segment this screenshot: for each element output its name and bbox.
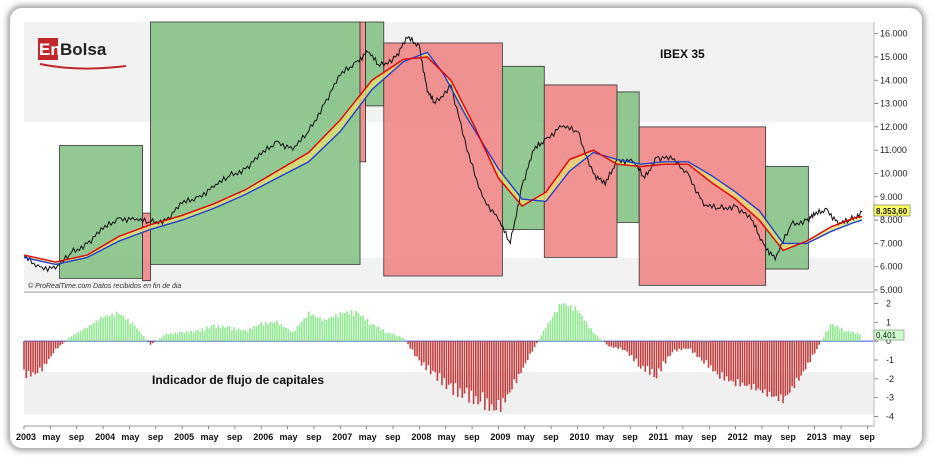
last-value-label: 8.353,60 — [876, 207, 908, 216]
price-ytick-label: 13.000 — [880, 99, 908, 109]
xtick-label: 2008 — [411, 432, 431, 442]
zone-bear-7 — [543, 84, 618, 258]
price-series-line — [23, 35, 863, 273]
price-ytick-label: 16.000 — [880, 29, 908, 39]
xtick-label: may — [42, 432, 60, 442]
xtick-label: may — [438, 432, 456, 442]
ind-ytick-label: -4 — [886, 412, 894, 422]
ind-ytick-label: -1 — [886, 355, 894, 365]
zone-bull-8 — [616, 91, 640, 223]
indicator-value-label: 0,401 — [876, 331, 897, 340]
price-ytick-label: 11.000 — [880, 145, 907, 155]
xtick-label: may — [596, 432, 614, 442]
zone-bull-0 — [59, 145, 144, 279]
xtick-label: sep — [306, 432, 322, 442]
chart-title: IBEX 35 — [660, 47, 705, 61]
xtick-label: sep — [464, 432, 480, 442]
xtick-label: 2006 — [253, 432, 273, 442]
x-axis: 2003 may sep 2004 may sep 2005 may sep 2006 may sep… — [16, 426, 875, 442]
price-ytick-label: 10.000 — [880, 168, 908, 178]
xtick-label: sep — [859, 432, 875, 442]
price-ytick-label: 15.000 — [880, 52, 908, 62]
xtick-label: may — [121, 432, 139, 442]
xtick-label: sep — [543, 432, 559, 442]
trend-zones — [59, 21, 809, 286]
xtick-label: 2005 — [174, 432, 194, 442]
indicator-value-tag: 0,401 — [873, 329, 905, 341]
xtick-label: may — [833, 432, 851, 442]
last-value-tag: 8.353,60 — [873, 204, 911, 217]
ind-ytick-label: -2 — [886, 374, 894, 384]
xtick-label: 2009 — [490, 432, 510, 442]
ind-ytick-label: -3 — [886, 393, 894, 403]
xtick-label: 2011 — [649, 432, 669, 442]
xtick-label: may — [675, 432, 693, 442]
ind-ytick-label: 1 — [886, 317, 891, 327]
chart-frame: 5.000 6.000 7.000 8.000 9.000 10.000 11.000 12.… — [10, 8, 922, 448]
xtick-label: 2012 — [728, 432, 748, 442]
indicator-y-axis: 2 1 0 -1 -2 -3 -4 — [874, 298, 894, 422]
logo-bolsa: Bolsa — [60, 40, 107, 59]
price-y-axis: 5.000 6.000 7.000 8.000 9.000 10.000 11.000 12.… — [874, 29, 908, 295]
xtick-label: may — [517, 432, 535, 442]
price-ytick-label: 7.000 — [880, 238, 903, 248]
xtick-label: 2003 — [16, 432, 36, 442]
xtick-label: sep — [622, 432, 638, 442]
zone-bear-5 — [383, 42, 503, 277]
price-lines — [23, 35, 863, 273]
ind-ytick-label: 2 — [886, 298, 891, 308]
price-ytick-label: 5.000 — [880, 285, 903, 295]
xtick-label: sep — [148, 432, 164, 442]
xtick-label: sep — [780, 432, 796, 442]
xtick-label: sep — [385, 432, 401, 442]
price-ytick-label: 6.000 — [880, 262, 903, 272]
price-ytick-label: 8.000 — [880, 215, 903, 225]
enbolsa-logo: En Bolsa — [38, 38, 127, 70]
ma-blue-line — [23, 51, 863, 266]
indicator-label: Indicador de flujo de capitales — [152, 373, 324, 387]
xtick-label: may — [754, 432, 772, 442]
indicator-histogram — [23, 303, 874, 412]
xtick-label: 2004 — [95, 432, 115, 442]
xtick-label: sep — [69, 432, 85, 442]
logo-en: En — [39, 40, 61, 59]
price-ytick-label: 14.000 — [880, 75, 908, 85]
zone-bull-10 — [765, 166, 809, 270]
xtick-label: 2013 — [807, 432, 827, 442]
xtick-label: 2010 — [569, 432, 589, 442]
xtick-label: may — [280, 432, 298, 442]
price-ytick-label: 9.000 — [880, 192, 903, 202]
xtick-label: may — [200, 432, 218, 442]
xtick-label: 2007 — [332, 432, 352, 442]
price-ytick-label: 12.000 — [880, 122, 908, 132]
xtick-label: sep — [701, 432, 717, 442]
xtick-label: may — [359, 432, 377, 442]
source-note: © ProRealTime.com Datos recibidos en fin… — [28, 282, 181, 290]
ma-red-line — [23, 56, 863, 263]
ind-ytick-label: 0 — [886, 336, 891, 346]
ibex-chart: 5.000 6.000 7.000 8.000 9.000 10.000 11.000 12.… — [16, 21, 911, 442]
xtick-label: sep — [227, 432, 243, 442]
